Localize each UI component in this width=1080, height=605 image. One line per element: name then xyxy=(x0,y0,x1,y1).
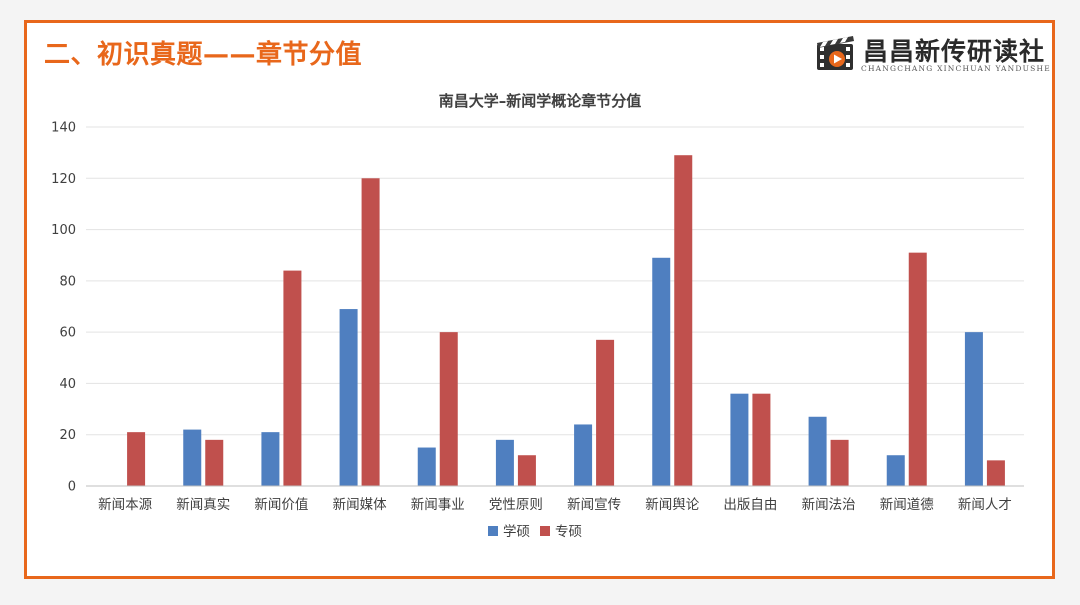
bar-zhuanshuo xyxy=(127,432,146,486)
y-tick-label: 40 xyxy=(59,377,76,392)
bar-xueshuo xyxy=(261,432,280,486)
film-clapper-play-icon xyxy=(817,36,854,70)
bar-xueshuo xyxy=(808,416,827,486)
x-category-label: 新闻媒体 xyxy=(333,497,387,513)
y-tick-label: 100 xyxy=(51,223,76,238)
bar-zhuanshuo xyxy=(986,460,1005,486)
bar-zhuanshuo xyxy=(283,270,302,486)
x-category-label: 党性原则 xyxy=(489,497,543,513)
x-category-label: 新闻宣传 xyxy=(567,497,621,513)
x-category-label: 新闻道德 xyxy=(880,497,934,513)
slide-title: 二、初识真题——章节分值 xyxy=(44,40,363,70)
bar-zhuanshuo xyxy=(830,439,849,486)
x-category-label: 新闻本源 xyxy=(98,497,152,513)
x-axis-labels: 新闻本源 新闻真实 新闻价值 新闻媒体 新闻事业 党性原则 新闻宣传 新闻舆论 出版自由 新闻法治… xyxy=(98,497,1012,513)
bar-xueshuo xyxy=(339,309,358,486)
x-category-label: 出版自由 xyxy=(723,497,777,513)
y-tick-label: 120 xyxy=(51,172,76,187)
x-category-label: 新闻事业 xyxy=(411,497,465,513)
chart-title: 南昌大学–新闻学概论章节分值 xyxy=(439,92,642,110)
y-tick-label: 60 xyxy=(59,326,76,341)
bars xyxy=(127,155,1005,486)
y-tick-label: 140 xyxy=(51,121,76,136)
bar-zhuanshuo xyxy=(674,155,693,486)
logo-name: 昌昌新传研读社 xyxy=(863,37,1046,66)
bar-xueshuo xyxy=(183,429,202,486)
legend: 学硕 专硕 xyxy=(488,524,582,540)
bar-zhuanshuo xyxy=(517,455,536,486)
x-category-label: 新闻人才 xyxy=(958,497,1012,513)
bar-zhuanshuo xyxy=(908,252,927,486)
legend-swatch xyxy=(488,526,498,536)
bar-zhuanshuo xyxy=(361,178,380,486)
bar-zhuanshuo xyxy=(596,339,615,486)
grid-lines xyxy=(86,126,1024,436)
bar-xueshuo xyxy=(886,455,905,486)
y-tick-label: 20 xyxy=(59,428,76,443)
legend-label: 学硕 xyxy=(503,524,530,540)
bar-xueshuo xyxy=(964,332,983,486)
y-tick-label: 0 xyxy=(68,480,76,495)
legend-label: 专硕 xyxy=(555,524,582,540)
bar-xueshuo xyxy=(417,447,436,486)
x-category-label: 新闻真实 xyxy=(176,497,230,513)
bar-xueshuo xyxy=(495,439,514,486)
legend-swatch xyxy=(540,526,550,536)
bar-xueshuo xyxy=(730,393,749,486)
x-category-label: 新闻舆论 xyxy=(645,497,699,513)
bar-zhuanshuo xyxy=(439,332,458,486)
y-tick-label: 80 xyxy=(59,274,76,289)
y-axis-ticks: 0 20 40 60 80 100 120 140 xyxy=(51,121,76,495)
x-category-label: 新闻法治 xyxy=(802,497,856,513)
brand-logo: 昌昌新传研读社 CHANGCHANG XINCHUAN YANDUSHE xyxy=(815,32,1050,76)
logo-subtitle: CHANGCHANG XINCHUAN YANDUSHE xyxy=(861,64,1051,73)
x-category-label: 新闻价值 xyxy=(254,497,308,513)
bar-xueshuo xyxy=(652,257,671,486)
bar-zhuanshuo xyxy=(752,393,771,486)
bar-xueshuo xyxy=(574,424,593,486)
bar-zhuanshuo xyxy=(205,439,224,486)
